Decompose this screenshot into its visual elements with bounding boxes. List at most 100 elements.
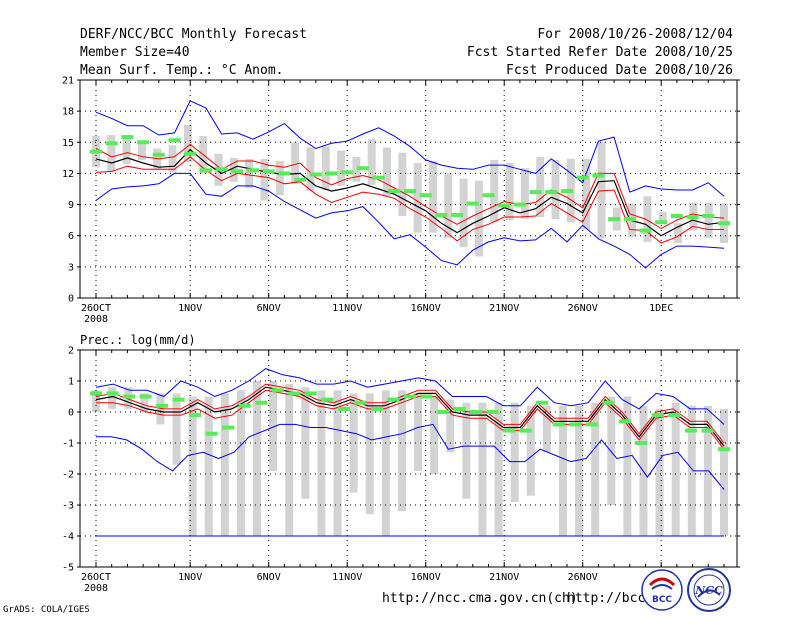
observed-marker	[278, 171, 291, 176]
observed-marker	[569, 422, 582, 427]
observed-marker	[370, 406, 383, 411]
spread-bar	[381, 390, 390, 536]
observed-marker	[325, 171, 338, 176]
observed-marker	[545, 190, 558, 195]
spread-bar	[397, 390, 406, 512]
observed-marker	[105, 141, 118, 146]
observed-marker	[668, 413, 681, 418]
y-tick-label: -4	[62, 532, 74, 543]
spread-bar	[494, 402, 503, 536]
observed-marker	[90, 149, 102, 154]
spread-bar	[520, 168, 529, 220]
spread-bar	[367, 139, 376, 185]
observed-marker	[466, 201, 479, 206]
spread-bar	[337, 150, 346, 186]
ncc-website-link[interactable]: http://ncc.cma.gov.cn(ch)	[382, 591, 578, 606]
observed-marker	[294, 177, 307, 182]
observed-marker	[388, 189, 401, 194]
observed-marker	[718, 221, 730, 226]
spread-bar	[107, 135, 116, 172]
x-tick-label: 26NOV	[568, 303, 598, 314]
observed-marker	[608, 217, 621, 222]
x-tick-label: 6NOV	[257, 572, 281, 583]
observed-marker	[199, 168, 212, 173]
spread-bar	[188, 396, 197, 536]
observed-marker	[529, 190, 542, 195]
spread-bar	[490, 159, 499, 223]
bcc-website-link[interactable]: http://bcc.c	[567, 591, 661, 606]
observed-marker	[404, 189, 416, 194]
member-size-label: Member Size=40	[80, 45, 190, 60]
observed-marker	[137, 140, 150, 145]
observed-marker	[585, 422, 598, 427]
y-tick-label: 9	[68, 200, 74, 211]
observed-marker	[321, 397, 334, 402]
observed-marker	[271, 388, 284, 393]
y-tick-label: 12	[62, 169, 74, 180]
spread-bar	[704, 202, 713, 238]
spread-bar	[253, 381, 262, 536]
observed-marker	[536, 400, 549, 405]
forecast-produced-date: Fcst Produced Date 2008/10/26	[506, 63, 733, 78]
bcc-logo: BCC	[641, 569, 683, 611]
observed-marker	[205, 431, 218, 436]
observed-marker	[623, 217, 636, 222]
spread-bar	[474, 180, 483, 257]
observed-marker	[639, 228, 652, 233]
spread-bar	[414, 393, 423, 471]
spread-bar	[92, 390, 100, 412]
observed-marker	[372, 175, 385, 180]
spread-bar	[526, 405, 535, 496]
observed-marker	[602, 400, 615, 405]
observed-marker	[404, 394, 416, 399]
spread-bar	[321, 146, 330, 191]
observed-marker	[356, 166, 369, 171]
spread-bar	[260, 158, 269, 201]
observed-marker	[189, 413, 202, 418]
y-tick-label: 6	[68, 231, 74, 242]
spread-bar	[333, 390, 342, 536]
spread-bar	[156, 393, 165, 425]
observed-marker	[470, 410, 483, 414]
spread-bar	[542, 405, 551, 453]
plot-frame	[79, 79, 738, 299]
spread-bar	[643, 196, 652, 242]
observed-marker	[172, 397, 185, 402]
spread-bar	[428, 160, 437, 233]
observed-marker	[288, 391, 301, 396]
series-line-upper	[95, 143, 725, 229]
spread-bar	[591, 402, 600, 536]
series-line-max	[95, 368, 725, 425]
spread-bar	[220, 393, 229, 536]
y-tick-label: 0	[68, 408, 74, 419]
spread-bar	[536, 156, 545, 218]
observed-marker	[486, 410, 499, 414]
y-tick-label: 0	[68, 294, 74, 305]
spread-bar	[655, 408, 664, 536]
y-tick-label: -5	[62, 563, 74, 574]
observed-marker	[451, 212, 464, 217]
x-tick-label: 1DEC	[649, 303, 673, 314]
observed-marker	[686, 215, 699, 220]
observed-marker	[354, 400, 367, 405]
spread-bar	[140, 393, 149, 412]
observed-marker	[437, 410, 450, 414]
bcc-logo-text: BCC	[652, 595, 672, 605]
x-tick-label: 11NOV	[332, 572, 362, 583]
forecast-start-date: Fcst Started Refer Date 2008/10/25	[466, 45, 733, 60]
x-tick-sublabel: 2008	[84, 583, 108, 594]
y-tick-label: 1	[68, 377, 74, 388]
spread-bar	[285, 384, 294, 536]
x-tick-label: 11NOV	[332, 303, 362, 314]
ncc-logo-text: NCC	[694, 584, 723, 597]
series-line-min	[95, 100, 725, 197]
observed-marker	[576, 175, 589, 180]
x-tick-label: 21NOV	[489, 303, 519, 314]
y-tick-label: 3	[68, 262, 74, 273]
x-tick-label: 6NOV	[257, 303, 281, 314]
spread-bar	[349, 393, 358, 493]
spread-bar	[269, 381, 278, 471]
series-line-min	[96, 423, 725, 490]
observed-marker	[482, 193, 495, 198]
observed-marker	[255, 400, 268, 405]
